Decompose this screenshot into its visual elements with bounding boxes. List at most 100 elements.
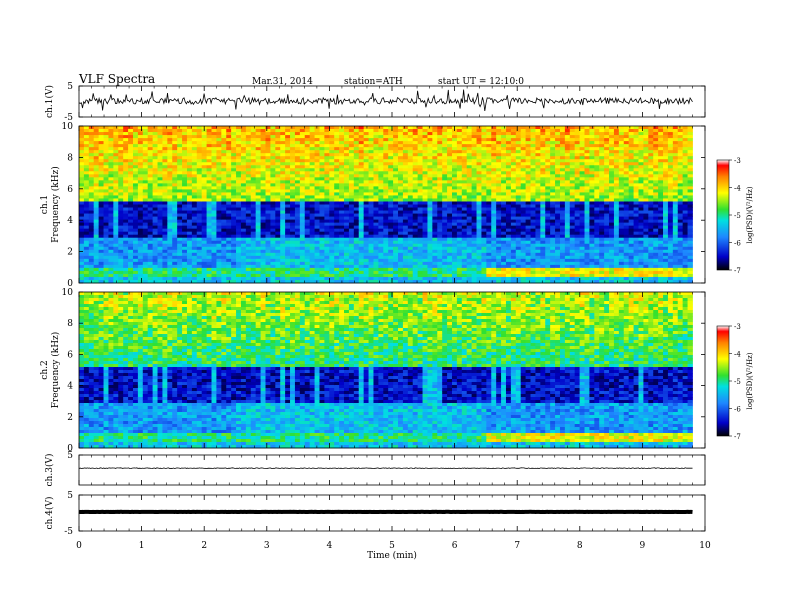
spectrogram-cell (393, 276, 399, 281)
spectrogram-cell (108, 222, 114, 227)
spectrogram-cell (530, 231, 536, 236)
spectrogram-cell (324, 264, 330, 269)
spectrogram-cell (196, 219, 203, 224)
spectrogram-cell (427, 264, 433, 269)
spectrogram-cell (196, 249, 203, 254)
spectrogram-cell (417, 270, 423, 275)
spectrogram-cell (255, 159, 261, 163)
spectrogram-cell (172, 207, 178, 211)
spectrogram-cell (118, 225, 124, 230)
spectrogram-cell (191, 243, 198, 248)
spectrogram-cell (412, 246, 419, 251)
spectrogram-cell (290, 270, 296, 275)
spectrogram-cell (98, 174, 104, 178)
spectrogram-cell (285, 156, 291, 160)
spectrogram-cell (525, 234, 531, 239)
spectrogram-cell (108, 267, 114, 272)
spectrogram-cell (226, 144, 232, 148)
spectrogram-cell (152, 240, 158, 245)
spectrogram-cell (398, 198, 404, 202)
spectrogram-cell (93, 180, 100, 184)
spectrogram-cell (88, 198, 95, 202)
spectrogram-cell (285, 192, 291, 196)
spectrogram-cell (167, 129, 173, 133)
spectrogram-cell (334, 243, 340, 248)
spectrogram-cell (172, 171, 178, 175)
spectrogram-cell (157, 153, 163, 157)
spectrogram-cell (398, 144, 404, 148)
spectrogram-cell (383, 183, 389, 187)
spectrogram-cell (456, 234, 463, 239)
spectrogram-cell (83, 171, 90, 175)
spectrogram-cell (147, 204, 154, 208)
spectrogram-cell (334, 210, 340, 214)
spectrogram-cell (108, 168, 114, 172)
spectrogram-cell (334, 219, 340, 224)
spectrogram-cell (265, 198, 271, 202)
spectrogram-cell (437, 141, 443, 145)
spectrogram-cell (152, 225, 158, 230)
spectrogram-cell (93, 129, 100, 133)
spectrogram-cell (383, 174, 389, 178)
spectrogram-cell (363, 147, 369, 151)
spectrogram-cell (290, 252, 296, 257)
spectrogram-cell (147, 141, 154, 145)
spectrogram-cell (172, 276, 178, 281)
spectrogram-cell (461, 249, 468, 254)
spectrogram-cell (157, 198, 163, 202)
spectrogram-cell (329, 279, 335, 284)
spectrogram-cell (240, 207, 247, 211)
spectrogram-cell (83, 156, 90, 160)
spectrogram-cell (128, 213, 134, 217)
spectrogram-cell (442, 144, 448, 148)
spectrogram-cell (530, 177, 536, 181)
spectrogram-cell (294, 267, 301, 272)
spectrogram-cell (324, 249, 330, 254)
spectrogram-cell (186, 204, 193, 208)
spectrogram-cell (93, 135, 100, 139)
spectrogram-cell (422, 270, 428, 275)
spectrogram-cell (177, 180, 183, 184)
spectrogram-cell (422, 210, 428, 214)
spectrogram-cell (103, 186, 109, 190)
spectrogram-cell (437, 252, 443, 257)
spectrogram-cell (540, 192, 546, 196)
spectrogram-cell (422, 192, 428, 196)
spectrogram-cell (137, 255, 144, 260)
spectrogram-cell (123, 174, 129, 178)
spectrogram-cell (456, 201, 463, 205)
spectrogram-cell (481, 150, 487, 154)
spectrogram-cell (304, 174, 311, 178)
spectrogram-cell (108, 225, 114, 230)
spectrogram-cell (142, 237, 149, 242)
spectrogram-cell (447, 252, 453, 257)
spectrogram-cell (201, 252, 208, 257)
spectrogram-cell (319, 141, 325, 145)
spectrogram-cell (334, 132, 340, 136)
spectrogram-cell (177, 192, 183, 196)
spectrogram-cell (98, 267, 104, 272)
spectrogram-cell (398, 177, 404, 181)
spectrogram-cell (334, 162, 340, 166)
spectrogram-cell (319, 219, 325, 224)
spectrogram-cell (368, 147, 374, 151)
spectrogram-cell (186, 168, 193, 172)
spectrogram-cell (496, 210, 502, 214)
spectrogram-cell (250, 162, 257, 166)
spectrogram-cell (294, 144, 301, 148)
spectrogram-cell (98, 198, 104, 202)
spectrogram-cell (309, 156, 315, 160)
spectrogram-cell (393, 126, 399, 130)
spectrogram-cell (525, 279, 531, 284)
spectrogram-cell (191, 156, 198, 160)
spectrogram-cell (324, 213, 330, 217)
spectrogram-cell (373, 183, 379, 187)
spectrogram-cell (201, 255, 208, 260)
spectrogram-cell (353, 222, 360, 227)
spectrogram-cell (309, 261, 315, 266)
spectrogram-cell (108, 219, 114, 224)
spectrogram-cell (113, 198, 119, 202)
spectrogram-cell (481, 243, 487, 248)
spectrogram-cell (515, 255, 522, 260)
spectrogram-cell (452, 249, 458, 254)
